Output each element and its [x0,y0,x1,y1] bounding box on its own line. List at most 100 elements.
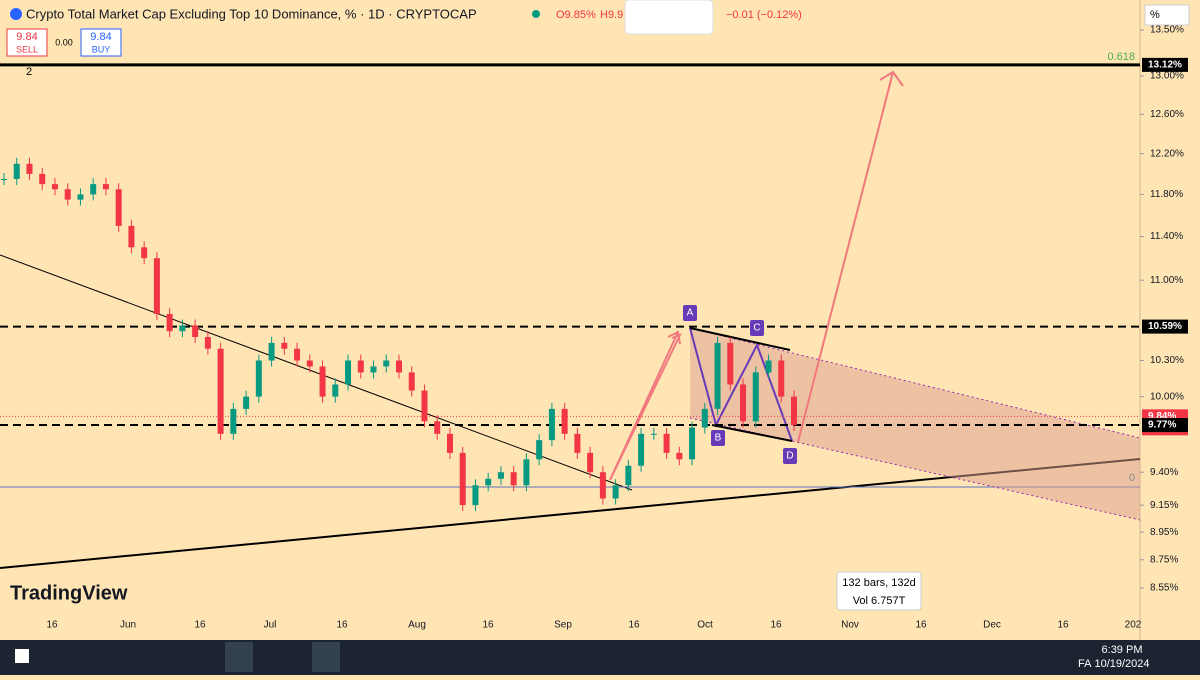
candle [77,194,84,200]
candle [51,184,58,190]
trend-line [0,254,633,491]
candle [523,459,530,486]
candle [64,189,71,200]
candle [115,189,122,226]
y-tick-label: 8.55% [1150,583,1178,594]
y-tick-label: 11.00% [1150,275,1183,286]
candle [676,452,683,460]
candle [561,408,568,434]
candle [740,384,747,422]
symbol-title: Crypto Total Market Cap Excluding Top 10… [26,6,477,21]
taskbar [0,640,1200,675]
candle [396,360,402,373]
point-label: A [687,308,694,319]
candle [383,360,390,367]
status-dot [532,10,540,18]
y-tick-label: 11.40% [1150,231,1183,242]
candle [459,452,466,506]
watermark: TradingView [10,582,128,604]
candle [497,472,504,479]
candle [791,396,797,426]
candle [90,184,97,195]
candle [599,472,606,499]
candle [26,163,33,174]
candle [357,360,364,373]
candle [102,184,109,190]
y-tick-label: 12.60% [1150,109,1184,120]
ohlc: H9.9 [600,9,623,21]
candle [638,433,645,466]
unit: % [1150,9,1160,21]
x-tick-label: Nov [841,620,859,631]
candle [230,408,237,434]
candle [625,465,632,486]
arrow [797,70,904,443]
x-tick-label: 16 [770,620,782,631]
point-label: C [753,323,760,334]
candle [727,342,734,385]
language: FA [1078,658,1092,670]
candle [13,163,20,179]
x-tick-label: 16 [194,620,206,631]
wedge-line [689,327,791,351]
x-tick-label: Aug [408,620,426,631]
buy-label: BUY [92,44,111,54]
candle [752,372,759,422]
y-tick-label: 10.30% [1150,355,1184,366]
ohlc: O9.85% [556,9,596,21]
x-tick-label: 16 [628,620,640,631]
candle [243,396,250,409]
app-icon[interactable] [312,642,340,672]
start-button[interactable] [15,649,29,663]
point-label: B [715,433,722,444]
candle [701,408,708,428]
candle [421,390,428,422]
price-tag-label: 9.77% [1148,420,1176,431]
sell-label: SELL [16,44,38,54]
fib-label: 0 [1129,472,1135,484]
candle [370,366,377,373]
candle [446,433,453,453]
toolbar[interactable] [624,0,714,35]
candle [128,225,135,248]
clock-time: 6:39 PM [1102,644,1143,656]
candle [663,433,670,453]
y-tick-label: 10.00% [1150,391,1184,402]
layers: 2 [26,66,32,78]
y-tick-label: 13.50% [1150,25,1184,36]
candle [332,384,339,397]
candle [268,342,275,361]
measure-box [836,571,922,611]
candle [574,433,581,453]
price-tag-label: 13.12% [1148,60,1182,71]
clock-date: 10/19/2024 [1094,658,1149,670]
buy-price: 9.84 [90,31,111,43]
x-tick-label: 202 [1125,620,1142,631]
change: −0.01 (−0.12%) [726,9,802,21]
candle [306,360,313,367]
x-tick-label: 16 [336,620,348,631]
candle [689,427,696,460]
sell-button[interactable] [6,28,48,57]
candle [612,485,619,499]
candle [281,342,288,349]
channel [690,328,1140,520]
point-badge [783,448,797,464]
wedge-line [711,424,793,442]
measure-text: 132 bars, 132d [842,577,915,589]
y-tick-label: 11.80% [1150,189,1183,200]
x-tick-label: Jul [264,620,277,631]
point-label: D [786,451,793,462]
channel-edge [689,327,1141,439]
x-tick-label: Jun [120,620,136,631]
app-icon[interactable] [225,642,253,672]
buy-button[interactable] [80,28,122,57]
unit-button[interactable] [1144,4,1190,26]
point-badge [711,430,725,446]
point-badge [683,305,697,321]
candle [778,360,785,397]
candle [408,372,415,391]
price-tag [1142,57,1188,72]
